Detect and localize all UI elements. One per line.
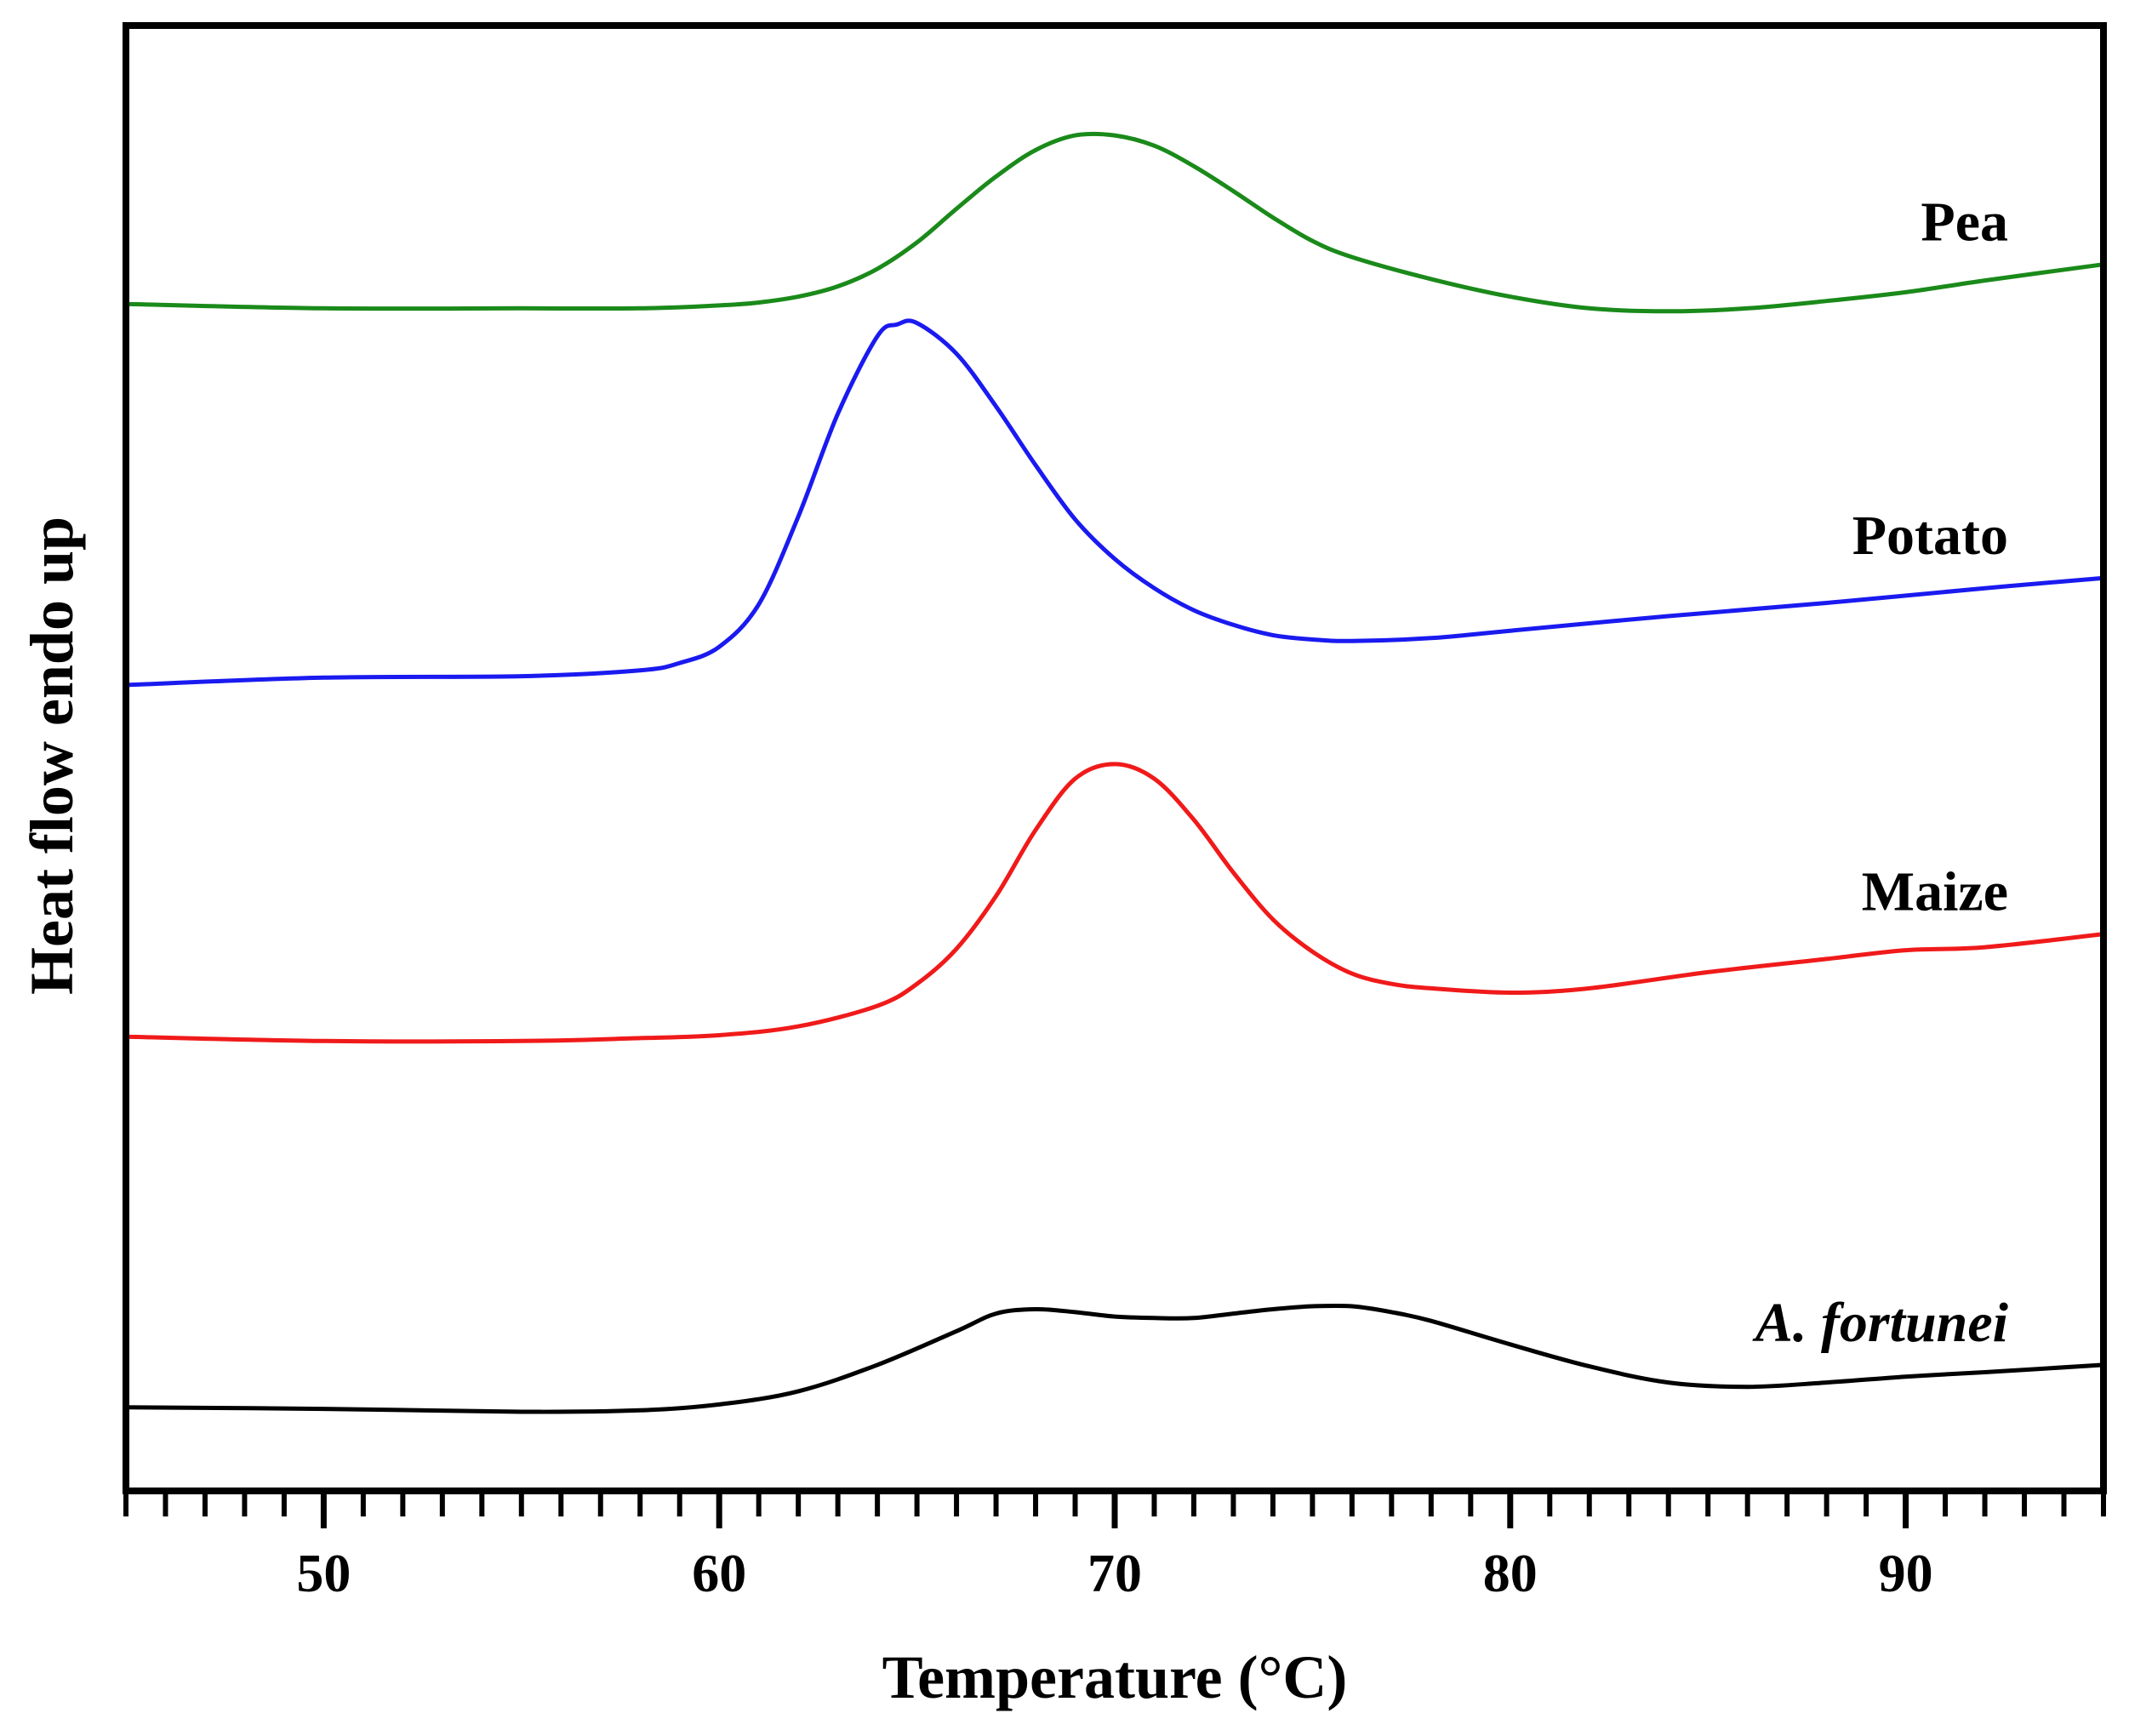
x-tick-label: 70	[1087, 1543, 1142, 1603]
x-tick-label: 60	[692, 1543, 746, 1603]
x-tick-label: 80	[1483, 1543, 1538, 1603]
x-axis-ticks: 50 60 70 80 90	[123, 1491, 2106, 1603]
x-axis-title: Temperature (°C)	[882, 1643, 1348, 1711]
series-line-a-fortunei	[123, 1303, 2106, 1414]
plot-frame	[123, 22, 2107, 1494]
x-tick-label: 90	[1879, 1543, 1933, 1603]
series-layer	[123, 131, 2106, 1414]
series-label-potato: Potato	[1852, 505, 2008, 567]
series-line-pea	[123, 131, 2106, 314]
series-label-a-fortunei: A. fortunei	[1752, 1292, 2009, 1354]
y-axis-title: Heat flow endo up	[18, 517, 86, 995]
x-tick-label: 50	[296, 1543, 351, 1603]
series-label-maize: Maize	[1862, 861, 2008, 923]
series-line-maize	[123, 762, 2106, 1044]
series-labels: Pea Potato Maize A. fortunei	[1752, 191, 2009, 1354]
series-line-potato	[123, 318, 2106, 688]
series-label-pea: Pea	[1921, 191, 2008, 254]
